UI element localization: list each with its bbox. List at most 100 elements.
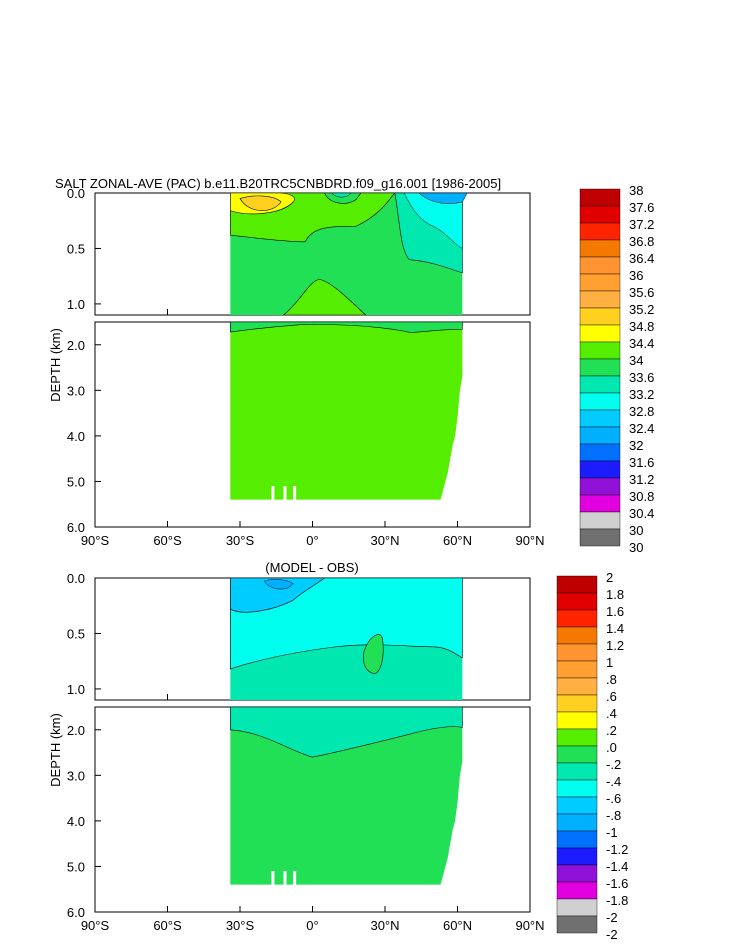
colorbar-swatch: [579, 426, 621, 445]
field-surface-core: [239, 195, 282, 211]
colorbar-swatch: [579, 375, 621, 394]
colorbar-swatch: [579, 222, 621, 241]
colorbar-label: 1: [606, 655, 613, 670]
colorbar-label: 1.4: [606, 621, 624, 636]
y-tick-label: 5.0: [67, 474, 85, 489]
colorbar-label: 36.4: [629, 251, 654, 266]
colorbar-label: 34: [629, 353, 643, 368]
colorbar-label: 34.8: [629, 319, 654, 334]
colorbar-swatch: [556, 915, 598, 934]
x-tick-label: 30°S: [226, 918, 255, 933]
colorbar-swatch: [579, 239, 621, 258]
field-equator-core: [331, 192, 352, 198]
colorbar-swatch: [556, 677, 598, 696]
data-gap-0: [271, 486, 275, 500]
field-deep: [230, 707, 463, 885]
colorbar-label: 31.2: [629, 472, 654, 487]
y-tick-label: 0.0: [67, 186, 85, 201]
colorbar-swatch: [556, 728, 598, 747]
colorbar-label: -2: [606, 910, 618, 925]
colorbar-swatch: [556, 830, 598, 849]
colorbar-swatch: [556, 847, 598, 866]
colorbar-swatch: [556, 796, 598, 815]
colorbar-label: -1.8: [606, 893, 628, 908]
colorbar-label: 37.2: [629, 217, 654, 232]
y-tick-label: 5.0: [67, 859, 85, 874]
colorbar-swatch: [556, 694, 598, 713]
data-gap-2: [293, 486, 297, 500]
x-tick-label: 60°S: [153, 533, 182, 548]
colorbar-swatch: [556, 813, 598, 832]
colorbar-label: -1: [606, 825, 618, 840]
colorbar-swatch: [556, 762, 598, 781]
colorbar-swatch: [579, 392, 621, 411]
field-group-0: [230, 192, 468, 500]
x-tick-label: 60°N: [443, 533, 472, 548]
field-intermediate-lower: [230, 321, 463, 333]
colorbar-label: .0: [606, 740, 617, 755]
colorbar-label: -.4: [606, 774, 621, 789]
y-tick-label: 2.0: [67, 338, 85, 353]
colorbar-label: 1.8: [606, 587, 624, 602]
colorbar-swatch: [556, 745, 598, 764]
colorbar-label: 30: [629, 540, 643, 555]
y-tick-label: 2.0: [67, 723, 85, 738]
colorbar-label: -1.4: [606, 859, 628, 874]
x-tick-label: 0°: [306, 918, 318, 933]
x-tick-label: 30°N: [370, 918, 399, 933]
colorbar-label: 36: [629, 268, 643, 283]
colorbar-label: 30: [629, 523, 643, 538]
field-surface-fresh: [230, 577, 326, 613]
field-surface-fresh-core: [263, 579, 294, 590]
colorbar-label: 31.6: [629, 455, 654, 470]
y-tick-label: 0.0: [67, 571, 85, 586]
colorbar-swatch: [579, 460, 621, 479]
y-tick-label: 6.0: [67, 905, 85, 920]
colorbar-swatch: [556, 660, 598, 679]
y-tick-label: 0.5: [67, 241, 85, 256]
colorbar-swatch: [556, 898, 598, 917]
colorbar-label: -.2: [606, 757, 621, 772]
colorbar-label: 1.2: [606, 638, 624, 653]
colorbar-swatch: [579, 443, 621, 462]
data-gap-1: [283, 486, 287, 500]
panel-difference: (MODEL - OBS)0.00.51.02.03.04.05.06.0DEP…: [48, 560, 628, 942]
colorbar-swatch: [556, 711, 598, 730]
chart-title: (MODEL - OBS): [265, 560, 358, 575]
colorbar-swatch: [556, 643, 598, 662]
colorbar-swatch: [579, 188, 621, 207]
field-dome: [282, 279, 367, 316]
colorbar-label: 35.2: [629, 302, 654, 317]
colorbar-label: -1.6: [606, 876, 628, 891]
colorbar-swatch: [579, 307, 621, 326]
colorbar-label: 37.6: [629, 200, 654, 215]
field-equator-patch: [324, 192, 362, 204]
y-tick-label: 1.0: [67, 297, 85, 312]
data-gap-2: [293, 871, 297, 885]
colorbar-swatch: [579, 494, 621, 513]
colorbar-label: -2: [606, 927, 618, 942]
data-gap-1: [283, 871, 287, 885]
colorbar-label: .8: [606, 672, 617, 687]
x-tick-label: 90°N: [515, 533, 544, 548]
colorbar-swatch: [579, 528, 621, 547]
colorbar-swatch: [556, 592, 598, 611]
colorbar-swatch: [579, 205, 621, 224]
colorbar-swatch: [556, 881, 598, 900]
x-tick-label: 60°N: [443, 918, 472, 933]
x-tick-label: 90°S: [81, 533, 110, 548]
colorbar-label: 35.6: [629, 285, 654, 300]
y-tick-label: 0.5: [67, 626, 85, 641]
colorbar-swatch: [579, 324, 621, 343]
y-tick-label: 3.0: [67, 768, 85, 783]
colorbar-label: .6: [606, 689, 617, 704]
colorbar-label: 34.4: [629, 336, 654, 351]
colorbar-swatch: [579, 477, 621, 496]
x-tick-label: 90°N: [515, 918, 544, 933]
colorbar-swatch: [556, 864, 598, 883]
chart-title: SALT ZONAL-AVE (PAC) b.e11.B20TRC5CNBDRD…: [55, 176, 501, 191]
colorbar: 38 37.6 37.2 36.8 36.4 36 35.6 35.2 34.8 34.4 34 33…: [579, 183, 654, 555]
colorbar-swatch: [579, 273, 621, 292]
colorbar-label: 33.2: [629, 387, 654, 402]
